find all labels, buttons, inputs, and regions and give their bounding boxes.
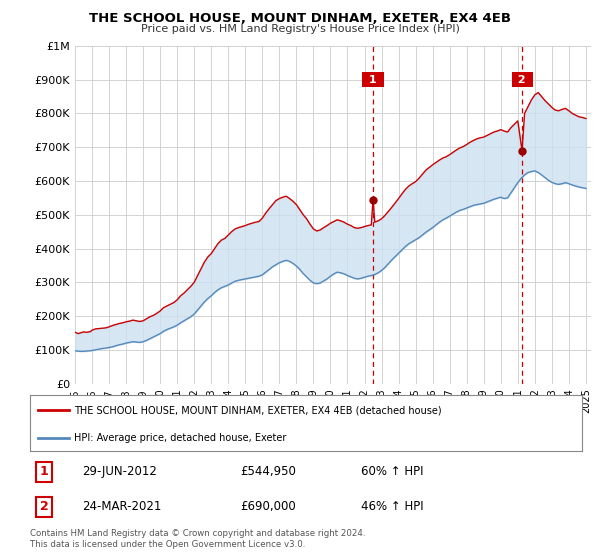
Text: THE SCHOOL HOUSE, MOUNT DINHAM, EXETER, EX4 4EB (detached house): THE SCHOOL HOUSE, MOUNT DINHAM, EXETER, …: [74, 405, 442, 416]
Text: 1: 1: [40, 465, 49, 478]
Text: 1: 1: [365, 74, 381, 85]
Text: HPI: Average price, detached house, Exeter: HPI: Average price, detached house, Exet…: [74, 433, 287, 444]
Text: 2: 2: [514, 74, 530, 85]
Text: 46% ↑ HPI: 46% ↑ HPI: [361, 500, 424, 514]
Text: £690,000: £690,000: [240, 500, 296, 514]
Text: £544,950: £544,950: [240, 465, 296, 478]
Text: 24-MAR-2021: 24-MAR-2021: [82, 500, 162, 514]
Text: 29-JUN-2012: 29-JUN-2012: [82, 465, 157, 478]
Text: 2: 2: [40, 500, 49, 514]
Text: 60% ↑ HPI: 60% ↑ HPI: [361, 465, 424, 478]
Text: THE SCHOOL HOUSE, MOUNT DINHAM, EXETER, EX4 4EB: THE SCHOOL HOUSE, MOUNT DINHAM, EXETER, …: [89, 12, 511, 25]
Text: Price paid vs. HM Land Registry's House Price Index (HPI): Price paid vs. HM Land Registry's House …: [140, 24, 460, 34]
Text: Contains HM Land Registry data © Crown copyright and database right 2024.
This d: Contains HM Land Registry data © Crown c…: [30, 529, 365, 549]
